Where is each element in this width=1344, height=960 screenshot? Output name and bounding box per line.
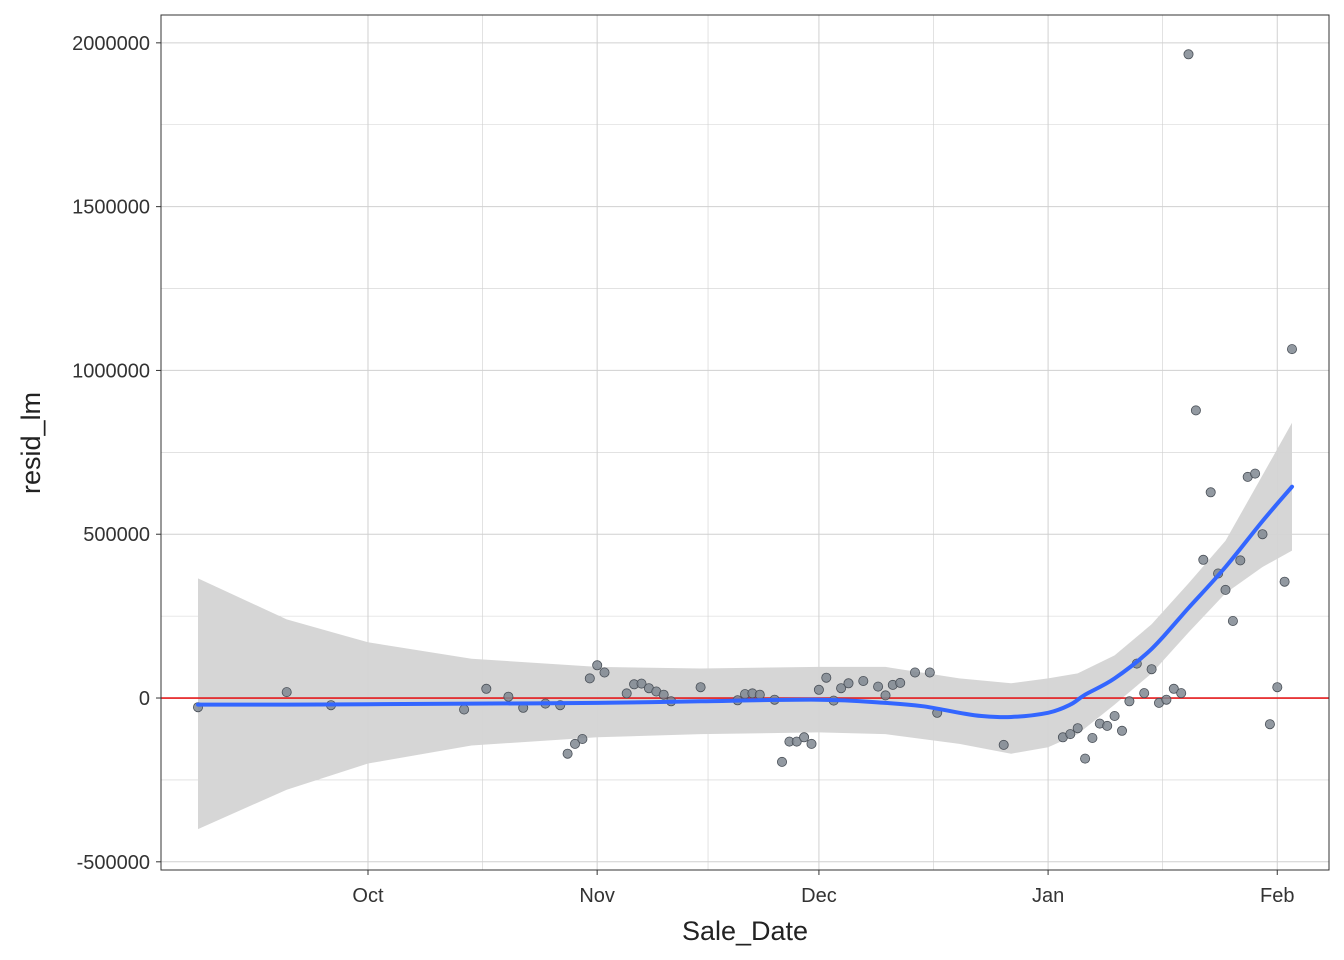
data-point — [1220, 584, 1231, 595]
confidence-ribbon — [198, 422, 1292, 830]
data-point — [1205, 487, 1216, 498]
data-point — [1080, 753, 1091, 764]
data-point — [1183, 49, 1194, 60]
data-point — [562, 748, 573, 759]
data-point — [799, 732, 810, 743]
data-point — [754, 689, 765, 700]
data-point — [459, 704, 470, 715]
data-point — [1124, 696, 1135, 707]
data-point — [481, 683, 492, 694]
data-point — [873, 681, 884, 692]
y-tick-label: 1000000 — [72, 360, 150, 382]
y-tick-label: 2000000 — [72, 33, 150, 55]
data-point — [1168, 683, 1179, 694]
data-point — [503, 691, 514, 702]
data-point — [1109, 711, 1120, 722]
x-tick-label: Oct — [352, 885, 384, 907]
data-point — [1287, 344, 1298, 355]
y-tick-label: 500000 — [83, 524, 150, 546]
data-point — [813, 684, 824, 695]
x-tick-label: Feb — [1260, 885, 1294, 907]
y-tick-label: 1500000 — [72, 197, 150, 219]
data-point — [998, 739, 1009, 750]
y-axis-ticks: 2000000 1500000 1000000 500000 0 -500000 — [72, 33, 161, 874]
data-point — [1257, 529, 1268, 540]
x-axis-title: Sale_Date — [682, 916, 808, 946]
data-point — [577, 734, 588, 745]
data-point — [592, 660, 603, 671]
data-point — [1072, 723, 1083, 734]
x-axis-ticks: Oct Nov Dec Jan Feb — [352, 870, 1294, 907]
data-point — [1235, 555, 1246, 566]
data-point — [777, 756, 788, 767]
data-point — [570, 738, 581, 749]
data-point — [1117, 725, 1128, 736]
data-point — [1065, 729, 1076, 740]
x-tick-label: Dec — [801, 885, 837, 907]
data-point — [1198, 554, 1209, 565]
y-tick-label: -500000 — [77, 852, 150, 874]
panel-border — [160, 14, 1330, 871]
data-point — [1190, 405, 1201, 416]
data-point — [1279, 576, 1290, 587]
data-point — [1087, 733, 1098, 744]
y-tick-label: 0 — [139, 688, 150, 710]
y-axis-title: resid_lm — [16, 392, 46, 494]
data-point — [858, 676, 869, 687]
data-point — [1272, 682, 1283, 693]
smooth-curve — [196, 484, 1294, 720]
data-point — [924, 667, 935, 678]
ribbon-area — [198, 422, 1292, 830]
data-point — [895, 677, 906, 688]
data-point — [1161, 694, 1172, 705]
data-point — [806, 738, 817, 749]
data-point — [1227, 616, 1238, 627]
data-point — [1146, 664, 1157, 675]
data-point — [281, 687, 292, 698]
data-point — [821, 672, 832, 683]
data-point — [636, 678, 647, 689]
data-point — [791, 736, 802, 747]
data-point — [1102, 720, 1113, 731]
data-point — [1264, 719, 1275, 730]
data-point — [843, 678, 854, 689]
data-point — [621, 688, 632, 699]
data-point — [658, 689, 669, 700]
data-point — [599, 667, 610, 678]
data-point — [584, 673, 595, 684]
data-point — [1250, 468, 1261, 479]
data-point — [910, 667, 921, 678]
data-point — [695, 682, 706, 693]
smooth-line — [196, 484, 1294, 720]
data-point — [1139, 688, 1150, 699]
data-point — [836, 683, 847, 694]
x-tick-label: Nov — [579, 885, 615, 907]
x-tick-label: Jan — [1032, 885, 1064, 907]
data-point — [1176, 688, 1187, 699]
data-point — [880, 690, 891, 701]
